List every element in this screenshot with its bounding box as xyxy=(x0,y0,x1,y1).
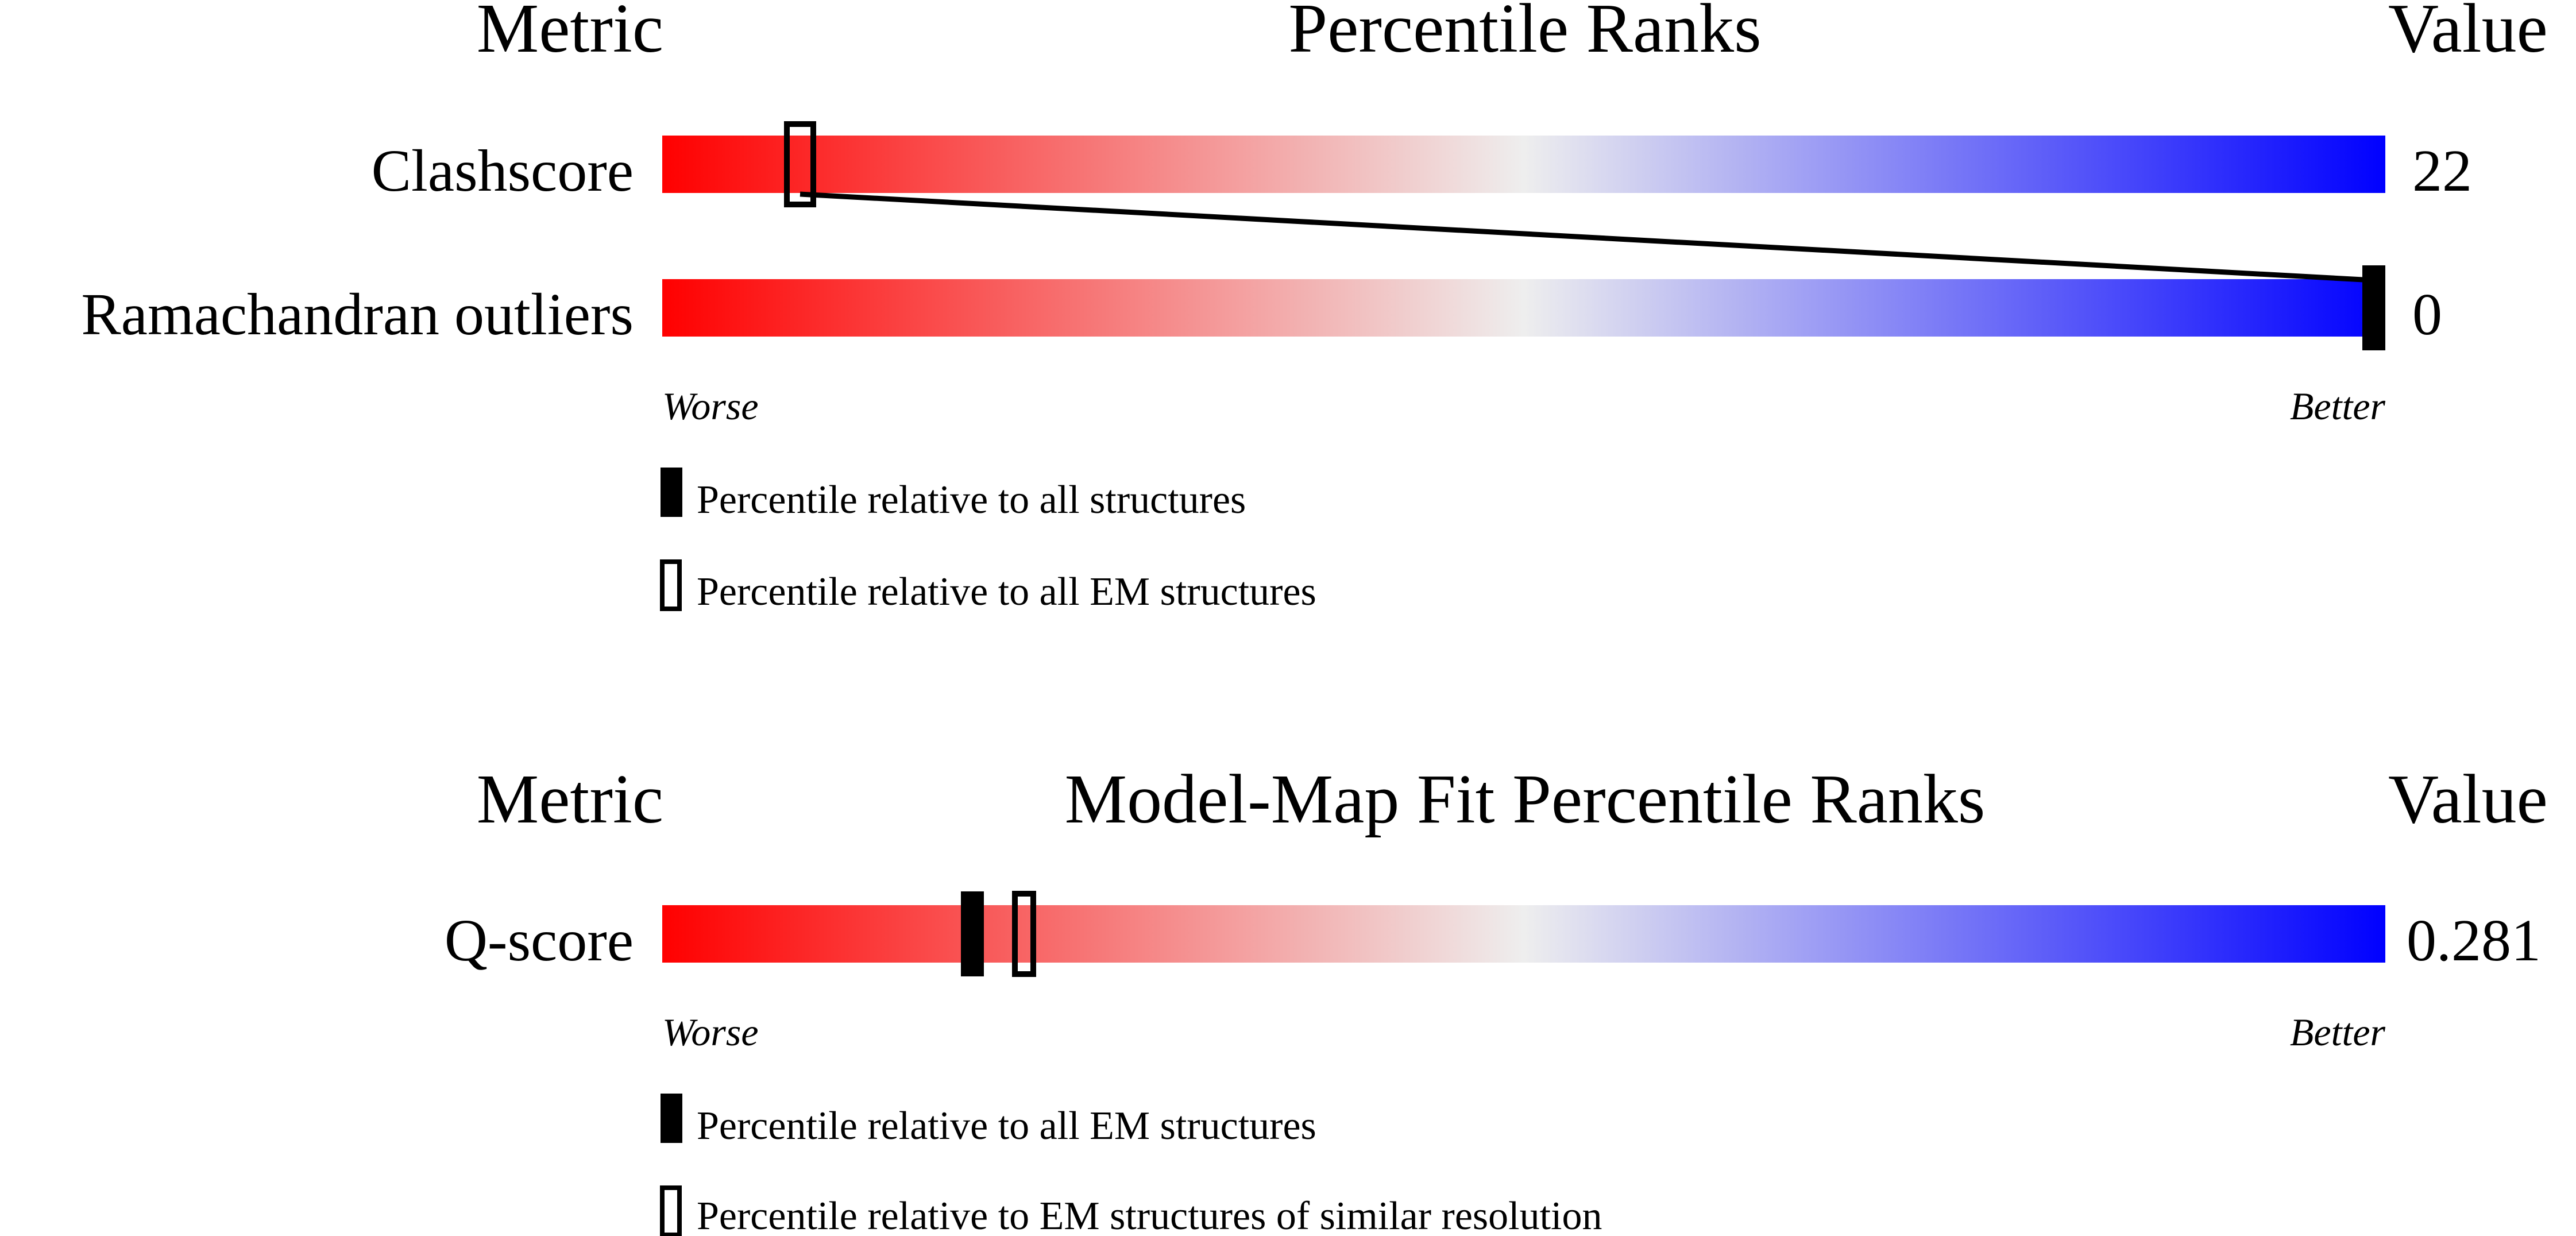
row-value-clashscore: 22 xyxy=(2412,138,2472,204)
marker-all-qscore xyxy=(961,891,984,976)
row-label-clashscore: Clashscore xyxy=(372,138,634,204)
legend-filled-label: Percentile relative to all structures xyxy=(697,478,1246,522)
row-label-ramachandran: Ramachandran outliers xyxy=(81,281,634,347)
panel-title: Percentile Ranks xyxy=(1288,0,1761,67)
legend-filled-label: Percentile relative to all EM structures xyxy=(697,1104,1316,1148)
panel-model-map-fit: Metric Model-Map Fit Percentile Ranks Va… xyxy=(445,760,2548,1236)
value-header: Value xyxy=(2388,0,2548,67)
worse-label: Worse xyxy=(662,1010,759,1054)
worse-label: Worse xyxy=(662,384,759,428)
legend-filled-swatch xyxy=(661,468,682,517)
better-label: Better xyxy=(2290,1010,2386,1054)
percentile-bar-ramachandran xyxy=(662,279,2385,337)
better-label: Better xyxy=(2290,384,2386,428)
legend-hollow-label: Percentile relative to EM structures of … xyxy=(697,1194,1602,1236)
legend-hollow-label: Percentile relative to all EM structures xyxy=(697,570,1316,614)
marker-em-qscore xyxy=(1012,891,1036,977)
row-value-qscore: 0.281 xyxy=(2407,907,2541,974)
metric-header: Metric xyxy=(477,0,663,67)
marker-connector-line xyxy=(800,191,2374,283)
metric-header: Metric xyxy=(477,760,663,838)
value-header: Value xyxy=(2388,760,2548,838)
percentile-bar-qscore xyxy=(662,905,2385,963)
percentile-bar-clashscore xyxy=(662,136,2385,193)
panel-quality: Metric Percentile Ranks Value Clashscore… xyxy=(81,0,2547,614)
legend-hollow-swatch xyxy=(660,1185,682,1236)
row-value-ramachandran: 0 xyxy=(2412,281,2442,347)
panel-title: Model-Map Fit Percentile Ranks xyxy=(1065,760,1986,838)
legend-filled-swatch xyxy=(661,1094,682,1143)
legend-hollow-swatch xyxy=(660,559,682,611)
row-label-qscore: Q-score xyxy=(445,907,634,974)
marker-em-clashscore xyxy=(784,121,816,207)
